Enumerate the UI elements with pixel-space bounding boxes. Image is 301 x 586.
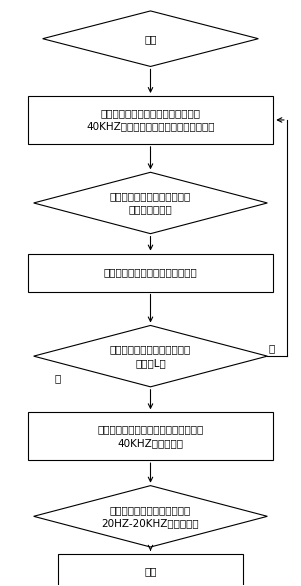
- Text: 开始: 开始: [144, 33, 157, 44]
- Bar: [28, 254, 273, 292]
- Text: 返回: 返回: [144, 565, 157, 575]
- Text: 控制处理模块把音频信号调制到下一列
40KHZ的正弦波上: 控制处理模块把音频信号调制到下一列 40KHZ的正弦波上: [98, 425, 203, 448]
- Bar: [28, 96, 273, 144]
- Polygon shape: [43, 11, 258, 66]
- Bar: [28, 413, 273, 460]
- Polygon shape: [34, 486, 267, 547]
- Text: 由空气的非线性作用自解调出
20HZ-20KHZ的音频信号: 由空气的非线性作用自解调出 20HZ-20KHZ的音频信号: [102, 505, 199, 528]
- Text: 是: 是: [54, 373, 61, 383]
- Text: 控制处理模块计算与障碍物的距离: 控制处理模块计算与障碍物的距离: [104, 268, 197, 278]
- Polygon shape: [34, 172, 267, 234]
- Text: 否: 否: [269, 343, 275, 353]
- Polygon shape: [34, 325, 267, 387]
- Text: 控制处理模块控制信号发生模块发射
40KHZ的正弦波经超声波换能器发射出去: 控制处理模块控制信号发生模块发射 40KHZ的正弦波经超声波换能器发射出去: [86, 108, 215, 131]
- Bar: [57, 554, 244, 586]
- Text: 超声波检测模块检测是否有返
回的超声波信号: 超声波检测模块检测是否有返 回的超声波信号: [110, 192, 191, 214]
- Text: 判断此距离是否在最大有效检
测距离L内: 判断此距离是否在最大有效检 测距离L内: [110, 345, 191, 368]
